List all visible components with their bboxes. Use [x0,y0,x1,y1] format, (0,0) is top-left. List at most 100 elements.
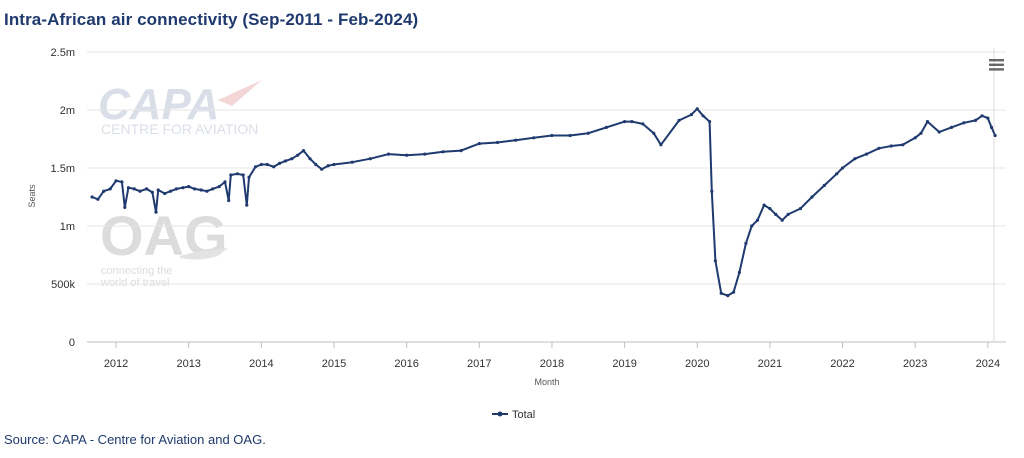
data-point[interactable] [132,187,136,191]
data-point[interactable] [762,203,766,207]
data-point[interactable] [154,210,158,214]
data-point[interactable] [853,157,857,161]
data-point[interactable] [326,164,330,168]
data-point[interactable] [768,207,772,211]
data-point[interactable] [272,165,276,169]
data-point[interactable] [630,120,634,124]
data-point[interactable] [550,133,554,138]
data-point[interactable] [798,207,803,211]
data-point[interactable] [750,224,754,228]
data-point[interactable] [235,172,239,176]
data-point[interactable] [301,149,306,153]
data-point[interactable] [840,166,845,170]
data-point[interactable] [786,212,790,216]
data-point[interactable] [495,140,500,145]
data-point[interactable] [168,189,173,193]
data-point[interactable] [708,120,712,124]
data-point[interactable] [253,165,258,169]
data-point[interactable] [441,150,445,154]
data-point[interactable] [277,161,282,165]
data-point[interactable] [973,118,978,122]
data-point[interactable] [677,118,681,122]
data-point[interactable] [187,185,191,189]
data-point[interactable] [477,142,481,146]
data-point[interactable] [368,157,372,161]
data-point[interactable] [126,186,130,190]
hamburger-menu-icon[interactable] [988,58,1005,72]
data-point[interactable] [96,197,100,201]
data-point[interactable] [123,205,127,209]
data-point[interactable] [949,125,954,129]
data-point[interactable] [713,259,718,263]
data-point[interactable] [919,131,923,135]
data-point[interactable] [901,143,905,147]
data-point[interactable] [205,189,209,193]
data-point[interactable] [290,157,294,161]
data-point[interactable] [641,122,645,126]
data-point[interactable] [604,125,609,129]
data-point[interactable] [937,130,941,134]
data-point[interactable] [623,120,627,124]
data-point[interactable] [864,152,869,156]
data-point[interactable] [514,138,518,142]
data-point[interactable] [150,190,154,194]
data-point[interactable] [810,195,814,199]
data-point[interactable] [145,187,149,191]
data-point[interactable] [737,270,742,274]
data-point[interactable] [980,114,984,118]
data-point[interactable] [227,198,231,203]
data-point[interactable] [245,203,249,207]
data-point[interactable] [259,162,263,167]
data-point[interactable] [719,291,723,295]
data-point[interactable] [962,121,966,125]
legend[interactable]: Total [492,409,535,421]
data-point[interactable] [308,157,312,161]
data-point[interactable] [314,162,318,167]
data-point[interactable] [726,294,730,298]
data-point[interactable] [459,149,463,153]
data-point[interactable] [296,153,300,157]
data-point[interactable] [780,218,784,222]
data-point[interactable] [211,187,215,191]
data-point[interactable] [405,153,409,157]
data-point[interactable] [732,290,736,294]
data-point[interactable] [835,172,839,176]
data-point[interactable] [586,131,590,135]
data-point[interactable] [774,212,778,216]
data-point[interactable] [889,144,893,148]
data-point[interactable] [199,188,203,192]
data-point[interactable] [989,125,994,129]
data-point[interactable] [138,189,142,193]
data-point[interactable] [877,146,881,150]
data-point[interactable] [332,162,336,167]
data-point[interactable] [156,188,160,192]
data-point[interactable] [913,136,917,140]
legend-label-total[interactable]: Total [512,409,535,421]
data-point[interactable] [163,191,167,196]
data-point[interactable] [695,107,699,111]
data-point[interactable] [652,131,656,135]
data-point[interactable] [755,218,760,222]
data-point[interactable] [532,136,536,140]
data-point[interactable] [925,120,930,124]
data-point[interactable] [223,180,227,184]
data-point[interactable] [174,187,178,191]
data-point[interactable] [247,175,251,179]
data-point[interactable] [986,116,990,120]
data-point[interactable] [993,133,997,138]
data-point[interactable] [386,152,391,156]
data-point[interactable] [265,162,269,167]
data-point[interactable] [241,173,245,177]
data-point[interactable] [689,113,694,117]
data-point[interactable] [120,180,124,184]
data-point[interactable] [744,241,748,245]
data-point[interactable] [568,133,572,138]
data-point[interactable] [181,186,185,190]
data-point[interactable] [423,152,427,156]
data-point[interactable] [350,160,354,164]
data-point[interactable] [710,189,714,193]
data-point[interactable] [701,114,705,118]
data-point[interactable] [283,159,287,163]
data-point[interactable] [217,185,221,189]
data-point[interactable] [320,167,324,171]
